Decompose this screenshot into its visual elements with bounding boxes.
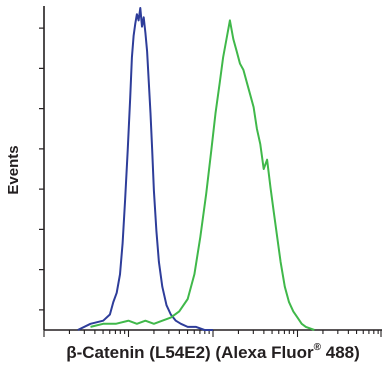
histogram-series-2 xyxy=(90,19,315,331)
series-layer xyxy=(77,7,315,331)
axes xyxy=(39,6,382,337)
histogram-series-1 xyxy=(77,7,213,331)
x-axis-label: β-Catenin (L54E2) (Alexa Fluor® 488) xyxy=(66,342,360,362)
y-axis-label: Events xyxy=(5,145,22,195)
